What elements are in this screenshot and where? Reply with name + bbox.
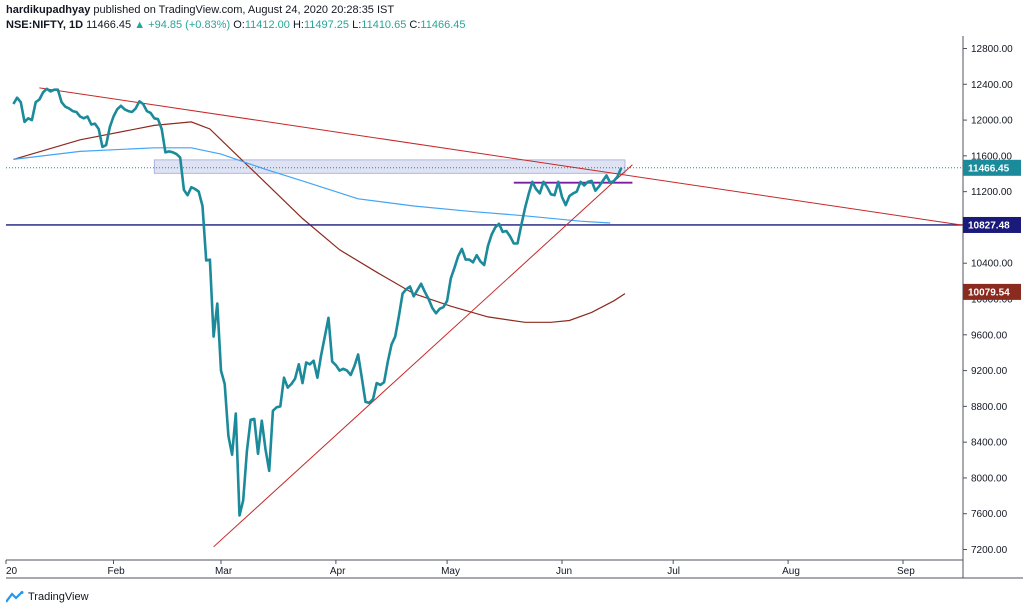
ascending-trendline bbox=[213, 164, 633, 548]
price-badge-label: 10827.48 bbox=[968, 220, 1010, 231]
y-tick-label: 12800.00 bbox=[971, 44, 1013, 55]
y-tick-label: 7200.00 bbox=[971, 545, 1008, 556]
x-tick-label: 20 bbox=[6, 566, 18, 577]
y-tick-label: 7600.00 bbox=[971, 509, 1008, 520]
last-price: 11466.45 bbox=[86, 19, 132, 31]
y-tick-label: 11200.00 bbox=[971, 187, 1012, 198]
price-badge-label: 10079.54 bbox=[968, 287, 1010, 298]
tradingview-logo-icon[interactable] bbox=[6, 591, 24, 603]
x-tick-label: Jul bbox=[667, 566, 680, 577]
plot-area bbox=[6, 36, 963, 560]
moving-average-brown bbox=[13, 121, 626, 323]
y-tick-label: 10000.00 bbox=[971, 295, 1013, 306]
high-label: H: bbox=[292, 19, 304, 31]
publisher-line: hardikupadhyay published on TradingView.… bbox=[6, 3, 1016, 17]
descending-trendline bbox=[39, 87, 964, 226]
y-tick-label: 8400.00 bbox=[971, 438, 1008, 449]
x-tick-label: May bbox=[441, 566, 460, 577]
y-tick-label: 12400.00 bbox=[971, 80, 1013, 91]
price-line bbox=[12, 87, 623, 517]
price-badge bbox=[963, 283, 1021, 300]
footer: TradingView bbox=[6, 588, 89, 606]
low-label: L: bbox=[352, 19, 362, 31]
high-value: 11497.25 bbox=[303, 19, 350, 31]
y-tick-label: 9200.00 bbox=[971, 366, 1008, 377]
y-tick-label: 11600.00 bbox=[971, 151, 1012, 162]
open-label: O: bbox=[233, 19, 245, 31]
y-tick-label: 8800.00 bbox=[971, 402, 1008, 413]
price-badge bbox=[963, 216, 1021, 233]
y-tick-label: 10400.00 bbox=[971, 259, 1013, 270]
x-tick-label: Mar bbox=[215, 566, 233, 577]
x-tick-label: Apr bbox=[330, 566, 346, 577]
ticker-line: NSE:NIFTY, 1D 11466.45 ▲ +94.85 (+0.83%)… bbox=[6, 18, 1016, 32]
close-value: 11466.45 bbox=[420, 19, 466, 31]
tradingview-brand[interactable]: TradingView bbox=[28, 591, 89, 603]
y-tick-label: 12000.00 bbox=[971, 116, 1013, 127]
x-tick-label: Feb bbox=[107, 566, 125, 577]
close-label: C: bbox=[409, 19, 421, 31]
price-chart[interactable]: 7200.00 7600.00 8000.00 8400.00 8800.00 9200.… bbox=[0, 0, 1023, 588]
y-tick-label: 8000.00 bbox=[971, 473, 1008, 484]
author-name[interactable]: hardikupadhyay bbox=[6, 4, 91, 16]
open-value: 11412.00 bbox=[244, 19, 290, 31]
y-tick-label: 9600.00 bbox=[971, 330, 1008, 341]
chart-header: hardikupadhyay published on TradingView.… bbox=[6, 3, 1016, 32]
moving-average-blue bbox=[13, 147, 611, 224]
x-tick-label: Jun bbox=[556, 566, 572, 577]
price-change: +94.85 (+0.83%) bbox=[148, 19, 231, 31]
x-tick-label: Sep bbox=[897, 566, 915, 577]
up-arrow-icon: ▲ bbox=[134, 19, 146, 31]
published-info: published on TradingView.com, August 24,… bbox=[93, 4, 395, 16]
x-tick-label: Aug bbox=[782, 566, 800, 577]
resistance-zone bbox=[153, 159, 626, 174]
low-value: 11410.65 bbox=[361, 19, 407, 31]
symbol-label[interactable]: NSE:NIFTY, 1D bbox=[6, 19, 84, 31]
price-badge bbox=[963, 159, 1021, 176]
price-badge-label: 11466.45 bbox=[968, 163, 1010, 174]
